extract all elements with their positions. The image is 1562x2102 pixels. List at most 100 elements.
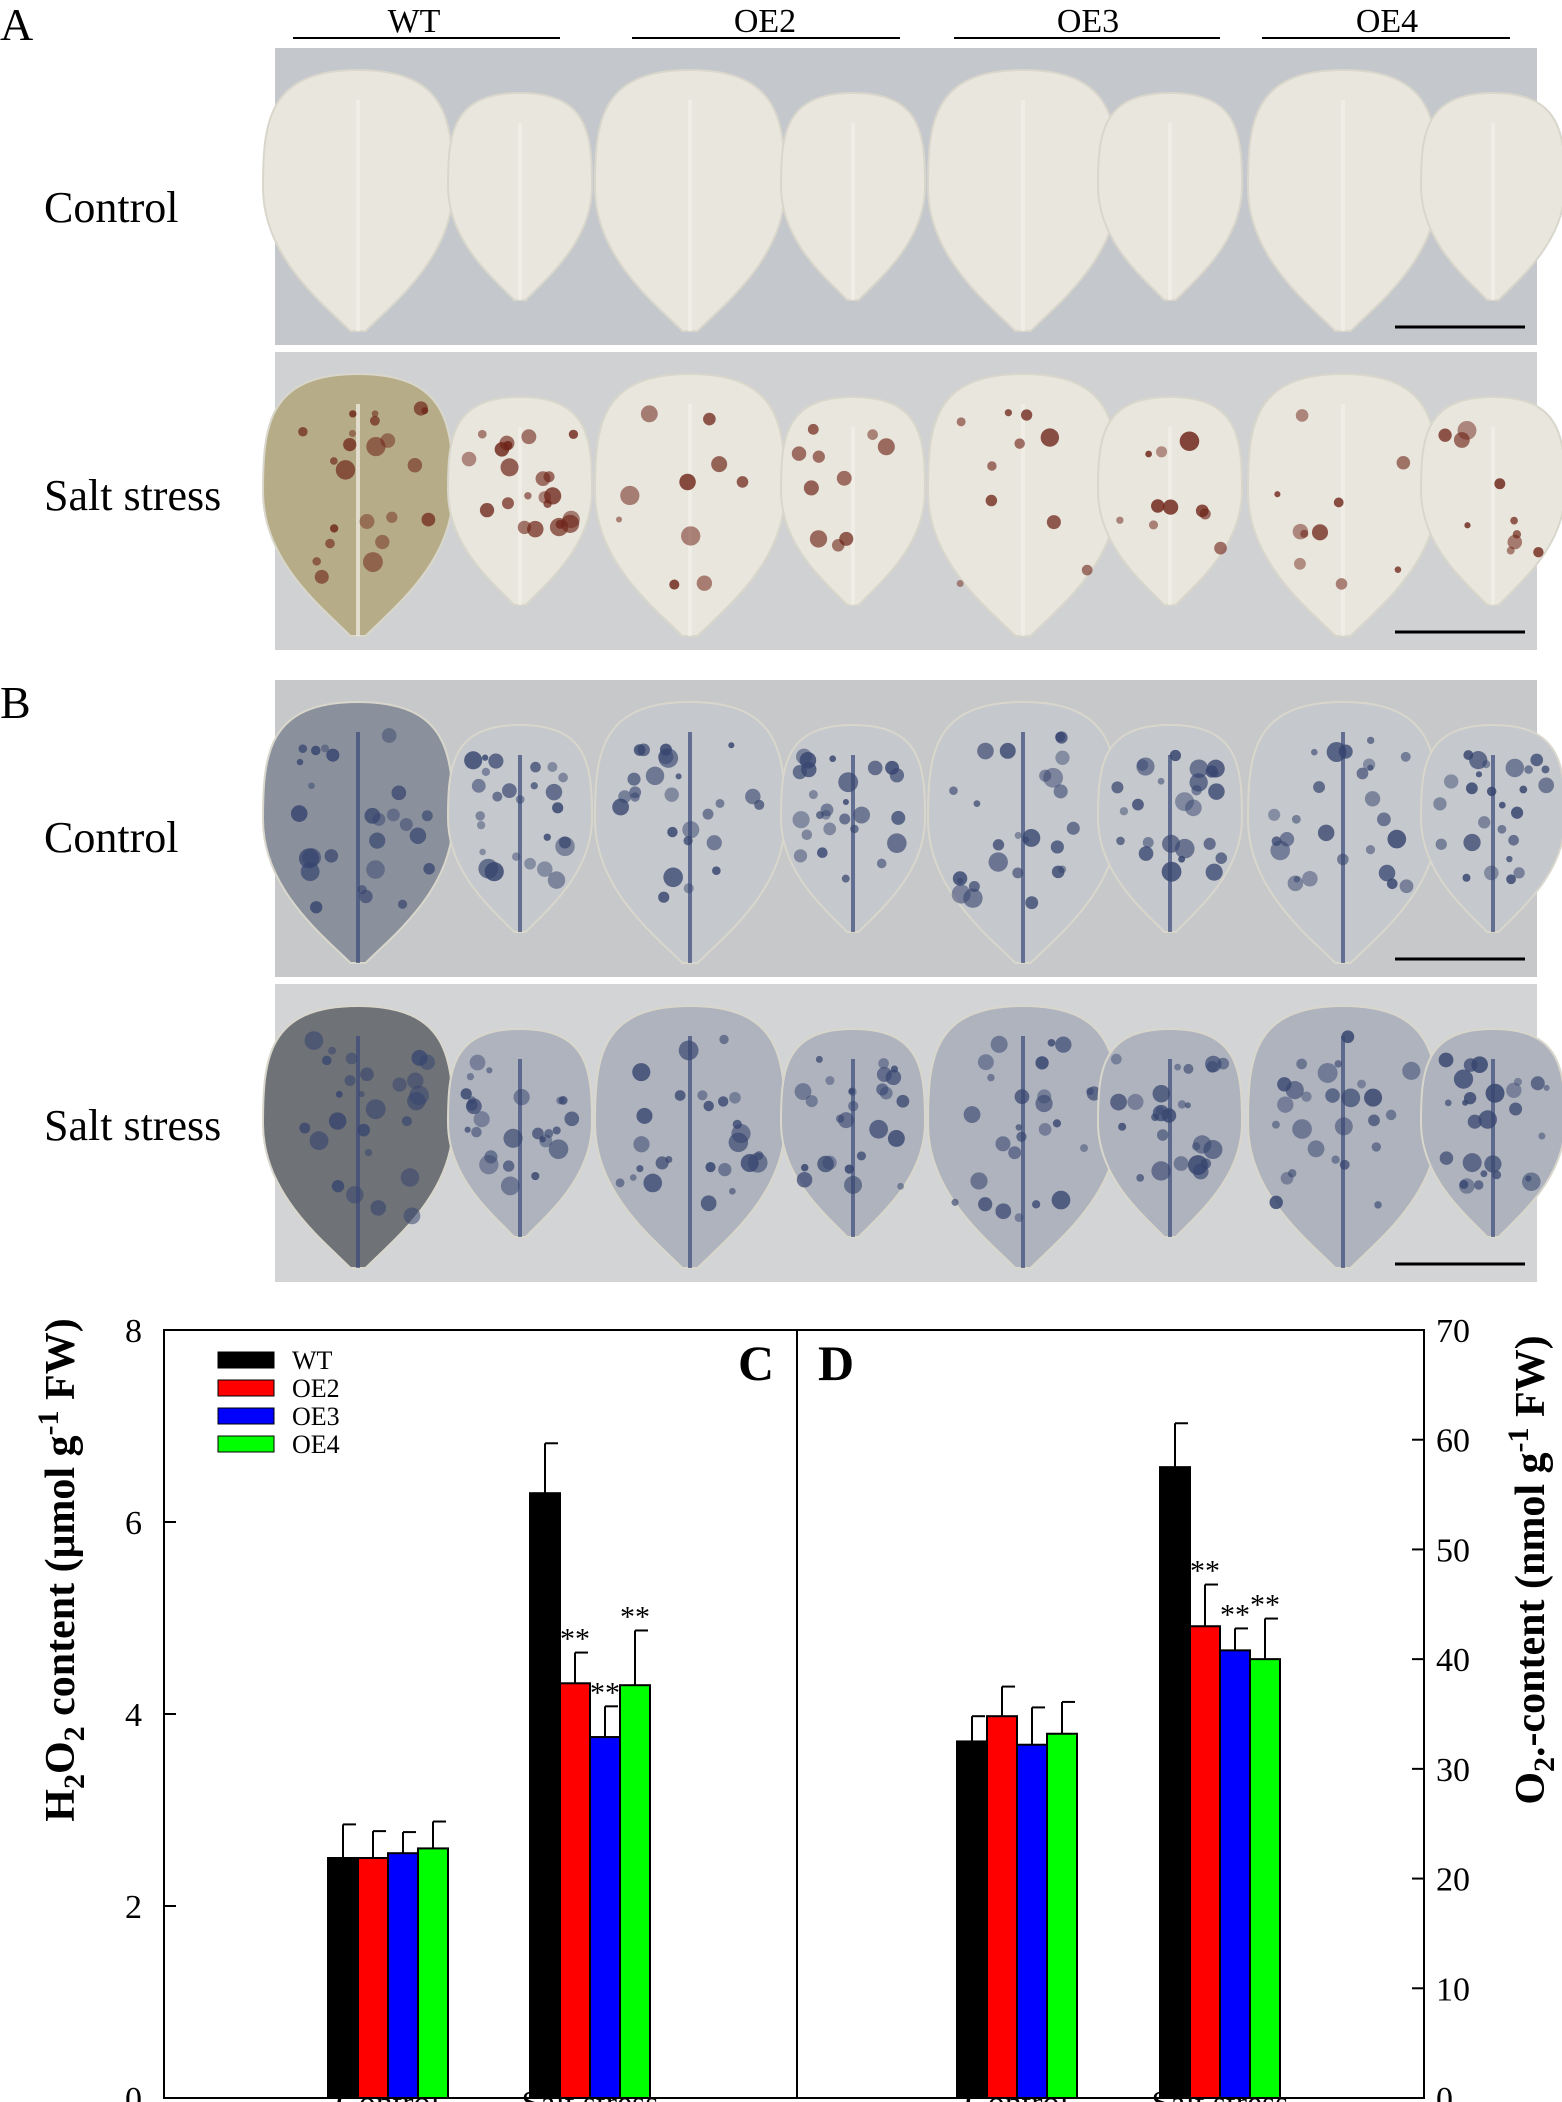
stain-spot: [1497, 824, 1507, 834]
stain-spot: [464, 751, 483, 770]
stain-spot: [1014, 438, 1025, 449]
stain-spot: [1311, 748, 1318, 756]
stain-spot: [290, 805, 308, 822]
stain-spot: [1161, 861, 1182, 882]
stain-spot: [486, 1067, 493, 1074]
stain-spot: [349, 410, 357, 418]
stain-spot: [667, 826, 678, 838]
bar-oe2: [559, 1682, 591, 2100]
stain-spot: [956, 417, 966, 427]
stain-spot: [476, 820, 486, 830]
stain-spot: [1469, 751, 1488, 770]
stain-spot: [321, 1055, 332, 1066]
stain-spot: [330, 457, 338, 465]
stain-spot: [556, 1096, 565, 1105]
stain-spot: [1331, 1155, 1340, 1164]
stain-spot: [705, 1162, 716, 1173]
stain-spot: [471, 778, 486, 793]
stain-spot: [1541, 765, 1550, 774]
stain-spot: [1157, 777, 1165, 785]
stain-spot: [1533, 547, 1544, 558]
stain-spot: [401, 1116, 412, 1127]
stain-spot: [502, 1160, 515, 1172]
stain-spot: [359, 514, 375, 529]
plot-frame: [163, 1329, 1425, 2099]
y-tick-label: 4: [125, 1697, 142, 1734]
legend-swatch-wt: [217, 1351, 275, 1369]
stain-spot: [791, 446, 807, 461]
stain-spot: [633, 744, 646, 756]
stain-spot: [1152, 1104, 1170, 1122]
stain-spot: [1173, 1156, 1189, 1171]
stain-spot: [1151, 1161, 1171, 1181]
stain-spot: [1300, 529, 1309, 538]
stain-spot: [314, 569, 329, 584]
stain-spot: [330, 524, 339, 533]
stain-spot: [568, 429, 579, 440]
stain-spot: [386, 808, 400, 822]
stain-spot: [1463, 833, 1481, 852]
stain-spot: [1020, 409, 1033, 421]
stain-spot: [298, 848, 319, 869]
y-axis-label-c: H2O2 content (μmol g-1 FW): [32, 1318, 91, 1821]
stain-spot: [1333, 497, 1344, 508]
stain-spot: [951, 1198, 959, 1206]
stain-spot: [977, 1054, 994, 1071]
stain-spot: [1506, 874, 1516, 885]
stain-spot: [503, 1128, 523, 1148]
stain-spot: [627, 772, 641, 786]
stain-spot: [839, 813, 851, 825]
stain-spot: [1277, 1077, 1292, 1092]
photo-a-control: [261, 48, 1562, 345]
stain-spot: [869, 1119, 888, 1139]
stain-spot: [527, 520, 544, 538]
stain-spot: [745, 788, 761, 805]
stain-spot: [1438, 428, 1452, 442]
stain-spot: [1339, 1159, 1350, 1170]
stain-spot: [995, 1136, 1011, 1152]
stain-spot: [1317, 824, 1335, 842]
stain-spot: [423, 862, 435, 875]
stain-spot: [1274, 491, 1281, 498]
stain-spot: [807, 423, 819, 435]
stain-spot: [805, 1095, 818, 1108]
stain-spot: [891, 810, 906, 825]
stain-spot: [403, 1207, 421, 1225]
stain-spot: [1116, 836, 1125, 846]
stain-spot: [501, 497, 514, 510]
stain-spot: [679, 473, 696, 491]
stain-spot: [1307, 1140, 1325, 1158]
bar-oe3: [1219, 1649, 1251, 2099]
bar-oe2: [1189, 1625, 1221, 2099]
stain-spot: [375, 534, 390, 550]
stain-spot: [848, 1088, 855, 1095]
stain-spot: [848, 1100, 859, 1112]
stain-spot: [718, 1162, 732, 1177]
stain-spot: [1268, 808, 1281, 821]
stain-spot: [1364, 791, 1381, 807]
stain-spot: [421, 512, 436, 527]
stain-spot: [1046, 515, 1061, 530]
stain-spot: [1189, 773, 1208, 792]
stain-spot: [1118, 1122, 1127, 1131]
stain-spot: [1174, 1063, 1182, 1071]
stain-spot: [719, 1034, 729, 1045]
stain-spot: [549, 517, 569, 537]
stain-spot: [836, 470, 852, 486]
stain-spot: [564, 1111, 580, 1127]
stain-spot: [479, 503, 495, 518]
stain-spot: [643, 1173, 663, 1193]
stain-spot: [530, 761, 541, 773]
stain-spot: [1178, 855, 1186, 863]
stain-spot: [1505, 758, 1525, 778]
stain-spot: [1378, 864, 1396, 882]
stain-spot: [1287, 1169, 1297, 1178]
stain-spot: [618, 790, 632, 804]
stain-spot: [552, 1126, 561, 1135]
stain-spot: [477, 429, 487, 439]
stain-spot: [1295, 409, 1309, 422]
row-label-b-salt: Salt stress: [44, 1101, 221, 1150]
stain-spot: [1522, 1172, 1541, 1191]
stain-spot: [712, 866, 721, 876]
stain-spot: [1292, 1119, 1312, 1139]
